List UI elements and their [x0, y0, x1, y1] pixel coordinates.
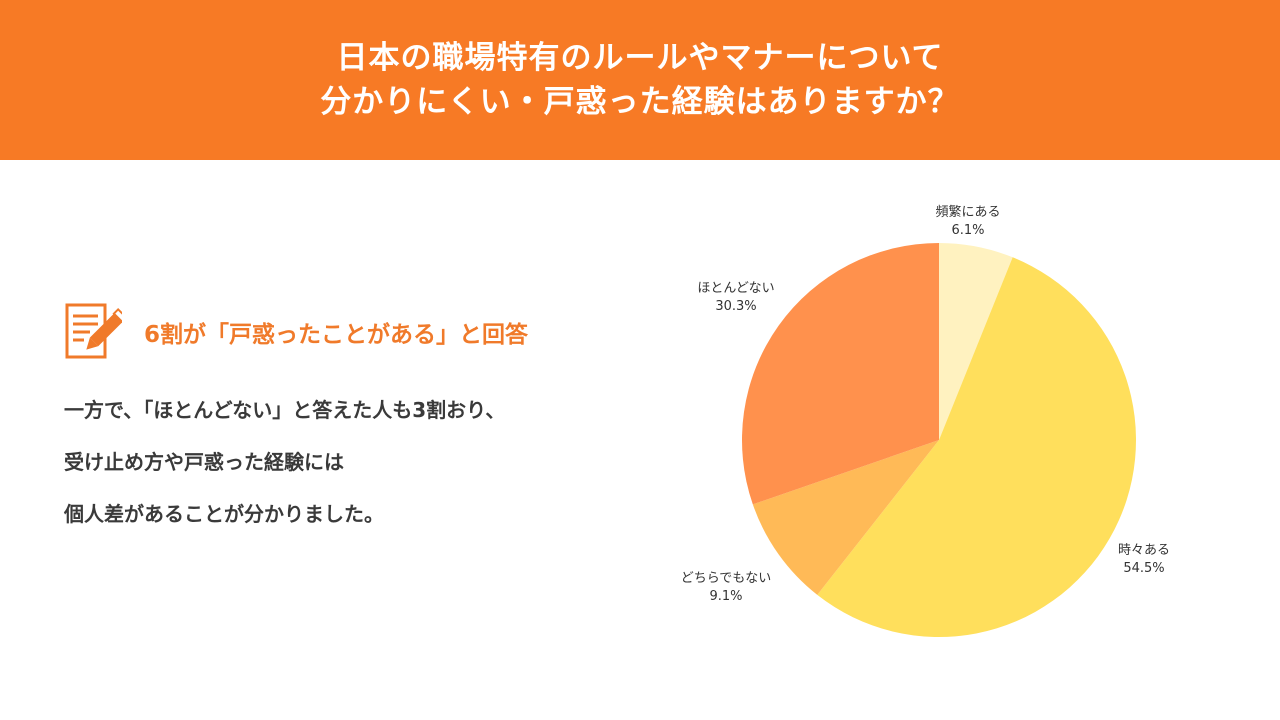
title-banner: 日本の職場特有のルールやマナーについて 分かりにくい・戸惑った経験はありますか？	[0, 0, 1280, 160]
pie-label-slice-rarely: ほとんどない 30.3%	[697, 280, 774, 316]
pie-label-slice-neither: どちらでもない 9.1%	[681, 570, 772, 606]
pie-chart: 頻繁にある 6.1% 時々ある 54.5% どちらでもない 9.1% ほとんどない 30.3%	[660, 190, 1260, 670]
pie-label-name: 時々ある	[1117, 543, 1171, 558]
pie-label-value: 54.5%	[1123, 561, 1165, 576]
pie-label-value: 9.1%	[709, 589, 743, 604]
pie-label-slice-sometimes: 時々ある 54.5%	[1118, 542, 1170, 578]
pie-label-name: どちらでもない	[680, 571, 772, 586]
pie-slice-frequently	[939, 243, 1013, 440]
summary-line-1: 一方で、「ほとんどない」と答えた人も3割おり、	[64, 398, 506, 422]
pie-label-value: 6.1%	[951, 223, 985, 238]
summary-body: 一方で、「ほとんどない」と答えた人も3割おり、 受け止め方や戸惑った経験には 個…	[64, 388, 644, 544]
memo-pencil-icon	[65, 303, 122, 359]
summary-headline: 6割が「戸惑ったことがある」と回答	[144, 322, 529, 348]
pie-slice-rarely	[742, 242, 939, 505]
summary-line-2: 受け止め方や戸惑った経験には	[64, 450, 344, 474]
pie-label-slice-frequently: 頻繁にある 6.1%	[935, 204, 1000, 240]
title-line-2: 分かりにくい・戸惑った経験はありますか？	[320, 84, 960, 120]
pie-chart-svg	[742, 242, 1136, 637]
pie-label-name: 頻繁にある	[935, 205, 1001, 220]
pie-label-value: 30.3%	[715, 299, 757, 314]
summary-line-3: 個人差があることが分かりました。	[64, 502, 384, 526]
pie-slice-sometimes	[817, 257, 1136, 637]
pie-slice-neither	[752, 440, 939, 595]
pie-label-name: ほとんどない	[697, 281, 775, 296]
title-line-1: 日本の職場特有のルールやマナーについて	[336, 40, 944, 76]
summary-headline-row: 6割が「戸惑ったことがある」と回答	[64, 302, 528, 362]
